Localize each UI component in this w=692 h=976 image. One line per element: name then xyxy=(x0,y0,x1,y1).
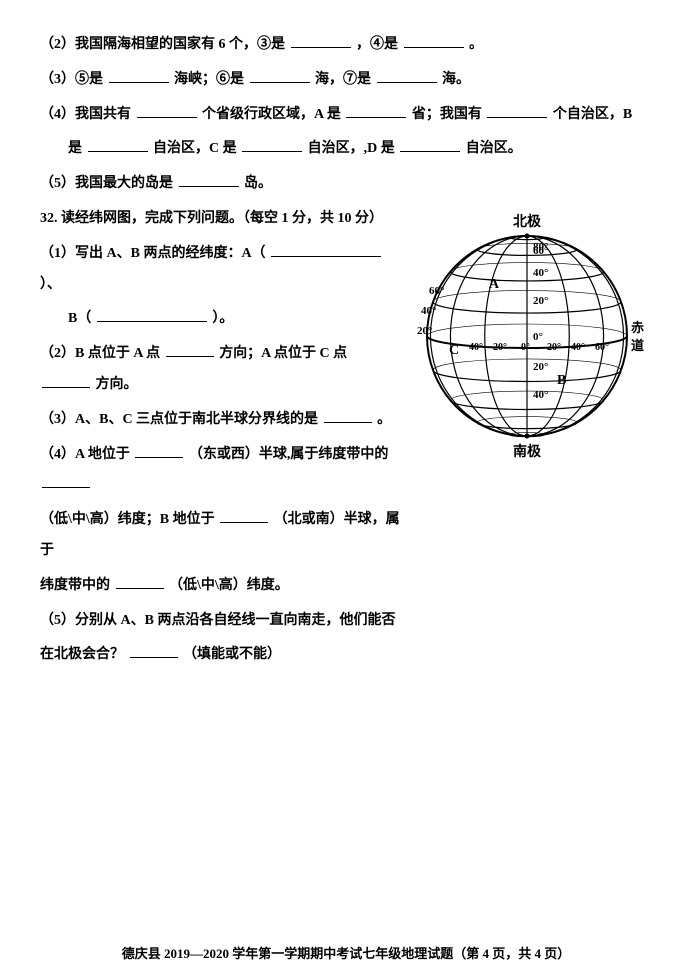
svg-text:20°: 20° xyxy=(533,361,548,373)
svg-text:60°: 60° xyxy=(595,342,609,353)
q32-4f: （低\中\高）纬度。 xyxy=(169,578,289,593)
q32-2: （2）B 点位于 A 点 方向；A 点位于 C 点 方向。 xyxy=(40,339,400,401)
q4e: 是 xyxy=(68,141,82,156)
q3a: （3）⑤是 xyxy=(40,72,103,87)
q32-title: 32. 读经纬网图，完成下列问题。（每空 1 分，共 10 分） xyxy=(40,211,383,226)
q32-4: （4）A 地位于 （东或西）半球,属于纬度带中的 xyxy=(40,440,400,502)
blank xyxy=(271,243,381,257)
blank xyxy=(346,104,406,118)
q32-1: （1）写出 A、B 两点的经纬度：A（ ）、 xyxy=(40,239,400,301)
svg-text:20°: 20° xyxy=(417,325,432,337)
q32-3a: （3）A、B、C 三点位于南北半球分界线的是 xyxy=(40,412,318,427)
question-5: （5）我国最大的岛是 岛。 xyxy=(40,169,652,200)
blank xyxy=(97,308,207,322)
q4g: 自治区，,D 是 xyxy=(308,141,395,156)
blank xyxy=(88,138,148,152)
svg-text:0°: 0° xyxy=(533,331,543,343)
q2-mid: ，④是 xyxy=(356,37,398,52)
question-2: （2）我国隔海相望的国家有 6 个，③是 ，④是 。 xyxy=(40,30,652,61)
q32-1c: B（ xyxy=(68,311,91,326)
q32-1-cont: B（ ）。 xyxy=(40,304,400,335)
blank xyxy=(109,69,169,83)
svg-text:北极: 北极 xyxy=(513,213,542,230)
svg-text:南极: 南极 xyxy=(513,443,542,460)
question-32-title: 32. 读经纬网图，完成下列问题。（每空 1 分，共 10 分） xyxy=(40,204,400,235)
blank xyxy=(166,343,214,357)
svg-text:0°: 0° xyxy=(521,342,530,353)
blank xyxy=(116,575,164,589)
q32-4b: （东或西）半球,属于纬度带中的 xyxy=(189,447,389,462)
blank xyxy=(42,374,90,388)
q32-2a: （2）B 点位于 A 点 xyxy=(40,346,160,361)
footer-text: 德庆县 2019—2020 学年第一学期期中考试七年级地理试题（第 4 页，共 … xyxy=(122,946,571,961)
page-footer: 德庆县 2019—2020 学年第一学期期中考试七年级地理试题（第 4 页，共 … xyxy=(0,943,692,962)
q32-4-cont2: 纬度带中的 （低\中\高）纬度。 xyxy=(40,571,400,602)
question-4-cont: 是 自治区，C 是 自治区，,D 是 自治区。 xyxy=(40,134,652,165)
svg-text:A: A xyxy=(489,277,500,292)
q32-5c: （填能或不能） xyxy=(183,647,281,662)
blank xyxy=(487,104,547,118)
q32-4-cont: （低\中\高）纬度；B 地位于 （北或南）半球，属于 xyxy=(40,505,400,567)
q32-4e: 纬度带中的 xyxy=(40,578,110,593)
q32-2b: 方向；A 点位于 C 点 xyxy=(219,346,347,361)
q32-1d: ）。 xyxy=(212,311,233,326)
q32-5b: 在北极会合？ xyxy=(40,647,124,662)
q4f: 自治区，C 是 xyxy=(153,141,237,156)
q3d: 海。 xyxy=(442,72,470,87)
q32-3: （3）A、B、C 三点位于南北半球分界线的是 。 xyxy=(40,405,400,436)
q4c: 省；我国有 xyxy=(412,107,482,122)
q2-end: 。 xyxy=(469,37,483,52)
question-3: （3）⑤是 海峡；⑥是 海，⑦是 海。 xyxy=(40,65,652,96)
q32-1b: ）、 xyxy=(40,277,61,292)
svg-text:20°: 20° xyxy=(533,295,548,307)
q2-text: （2）我国隔海相望的国家有 6 个，③是 xyxy=(40,37,285,52)
blank xyxy=(179,173,239,187)
q4a: （4）我国共有 xyxy=(40,107,131,122)
q3b: 海峡；⑥是 xyxy=(174,72,244,87)
svg-text:40°: 40° xyxy=(533,267,548,279)
blank xyxy=(242,138,302,152)
blank xyxy=(137,104,197,118)
svg-text:赤: 赤 xyxy=(631,320,644,335)
question-4: （4）我国共有 个省级行政区域，A 是 省；我国有 个自治区，B xyxy=(40,100,652,131)
blank xyxy=(400,138,460,152)
svg-text:道: 道 xyxy=(631,338,644,353)
blank xyxy=(404,34,464,48)
svg-text:20°: 20° xyxy=(493,342,507,353)
globe-diagram: ABC北极南极赤道80°60°40°20°0°20°40°60°40°20°40… xyxy=(402,198,652,481)
q4h: 自治区。 xyxy=(466,141,522,156)
blank xyxy=(135,444,183,458)
q32-3b: 。 xyxy=(377,412,391,427)
blank xyxy=(377,69,437,83)
svg-text:60°: 60° xyxy=(429,285,444,297)
svg-text:40°: 40° xyxy=(571,342,585,353)
q32-2c: 方向。 xyxy=(96,377,138,392)
q32-5-cont: 在北极会合？ （填能或不能） xyxy=(40,640,400,671)
blank xyxy=(324,409,372,423)
svg-text:20°: 20° xyxy=(547,342,561,353)
blank xyxy=(220,509,268,523)
q3c: 海，⑦是 xyxy=(315,72,371,87)
q32-1a: （1）写出 A、B 两点的经纬度：A（ xyxy=(40,246,266,261)
q5b: 岛。 xyxy=(244,176,272,191)
blank xyxy=(130,644,178,658)
q5a: （5）我国最大的岛是 xyxy=(40,176,173,191)
blank xyxy=(250,69,310,83)
q4b: 个省级行政区域，A 是 xyxy=(202,107,341,122)
svg-text:B: B xyxy=(557,373,566,388)
svg-text:40°: 40° xyxy=(533,389,548,401)
q32-4c: （低\中\高）纬度；B 地位于 xyxy=(40,512,215,527)
q4d: 个自治区，B xyxy=(553,107,632,122)
blank xyxy=(291,34,351,48)
svg-text:40°: 40° xyxy=(469,342,483,353)
svg-text:60°: 60° xyxy=(533,245,548,257)
q32-4a: （4）A 地位于 xyxy=(40,447,130,462)
q32-5: （5）分别从 A、B 两点沿各自经线一直向南走，他们能否 xyxy=(40,606,400,637)
svg-text:C: C xyxy=(449,343,459,358)
svg-text:40°: 40° xyxy=(421,305,436,317)
blank xyxy=(42,474,90,488)
q32-5a: （5）分别从 A、B 两点沿各自经线一直向南走，他们能否 xyxy=(40,613,395,628)
